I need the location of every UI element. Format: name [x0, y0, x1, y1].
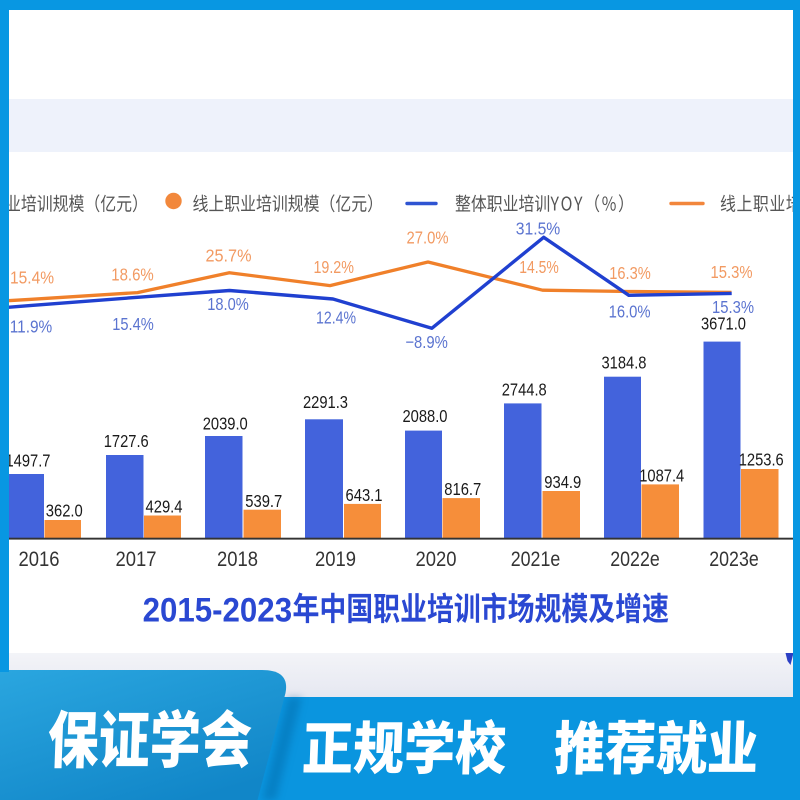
svg-text:643.1: 643.1 [346, 485, 383, 505]
svg-text:19.2%: 19.2% [313, 257, 354, 277]
svg-text:2291.3: 2291.3 [303, 392, 348, 412]
svg-text:362.0: 362.0 [46, 500, 83, 520]
svg-text:27.0%: 27.0% [407, 227, 449, 247]
svg-text:1727.6: 1727.6 [104, 431, 149, 451]
svg-text:15.3%: 15.3% [712, 297, 754, 317]
svg-text:2039.0: 2039.0 [203, 414, 248, 434]
svg-text:2016: 2016 [19, 547, 60, 571]
svg-text:11.9%: 11.9% [10, 317, 53, 337]
svg-text:2744.8: 2744.8 [502, 380, 547, 400]
svg-text:16.3%: 16.3% [609, 263, 651, 283]
svg-text:1087.4: 1087.4 [639, 465, 684, 485]
svg-text:2017: 2017 [116, 547, 157, 571]
svg-text:18.6%: 18.6% [111, 265, 154, 285]
svg-text:31.5%: 31.5% [516, 219, 561, 239]
svg-text:2088.0: 2088.0 [403, 406, 448, 426]
svg-text:25.7%: 25.7% [206, 245, 252, 265]
svg-text:429.4: 429.4 [146, 496, 183, 516]
svg-text:12.4%: 12.4% [316, 308, 356, 328]
svg-text:15.4%: 15.4% [10, 268, 54, 288]
svg-text:2021e: 2021e [511, 547, 561, 571]
svg-text:2019: 2019 [315, 547, 356, 571]
svg-text:3671.0: 3671.0 [701, 313, 746, 333]
svg-text:539.7: 539.7 [245, 491, 282, 511]
svg-text:2015-2023: 2015-2023 [143, 591, 293, 629]
svg-text:14.5%: 14.5% [519, 257, 559, 277]
svg-text:2022e: 2022e [610, 547, 660, 571]
svg-text:−8.9%: −8.9% [405, 332, 448, 352]
svg-text:1253.6: 1253.6 [739, 449, 784, 469]
svg-text:934.9: 934.9 [544, 472, 581, 492]
svg-text:816.7: 816.7 [444, 479, 481, 499]
svg-text:2018: 2018 [217, 547, 258, 571]
svg-text:3184.8: 3184.8 [602, 353, 647, 373]
svg-text:18.0%: 18.0% [207, 294, 249, 314]
svg-text:16.0%: 16.0% [609, 302, 651, 322]
svg-text:2020: 2020 [416, 547, 457, 571]
svg-text:2023e: 2023e [709, 547, 759, 571]
svg-text:15.3%: 15.3% [711, 262, 753, 282]
svg-text:1497.7: 1497.7 [6, 450, 51, 470]
svg-text:15.4%: 15.4% [112, 314, 154, 334]
